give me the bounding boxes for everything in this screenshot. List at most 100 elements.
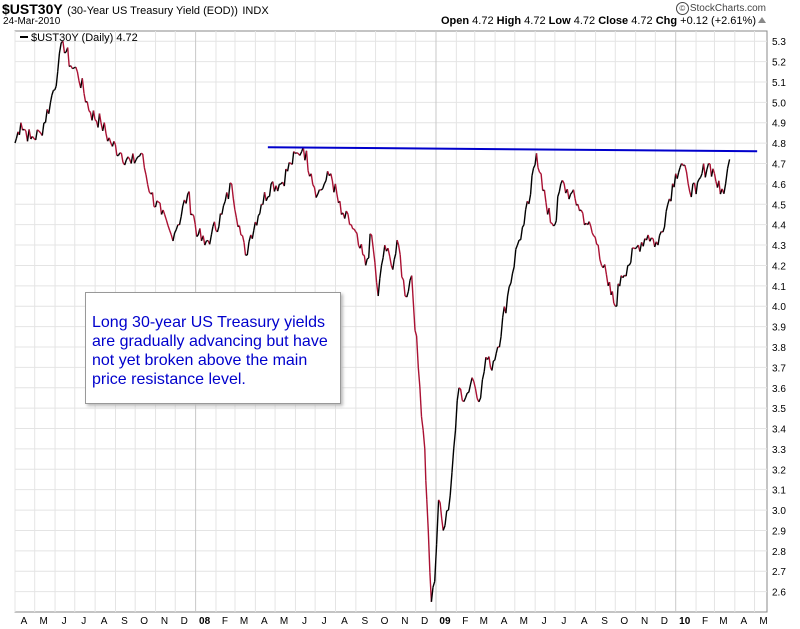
y-tick-label: 2.9 xyxy=(772,526,786,537)
price-segment xyxy=(696,179,700,183)
price-segment xyxy=(133,159,137,164)
price-segment xyxy=(283,168,287,187)
price-segment xyxy=(661,230,664,233)
price-segment xyxy=(647,234,651,242)
price-segment xyxy=(229,182,233,185)
price-segment xyxy=(315,193,319,198)
price-segment xyxy=(41,122,45,136)
price-segment xyxy=(593,235,596,238)
price-segment xyxy=(105,133,109,142)
collapse-triangle-icon[interactable] xyxy=(758,17,766,23)
price-segment xyxy=(370,234,374,250)
price-segment xyxy=(558,183,562,193)
price-segment xyxy=(594,237,598,245)
y-tick-label: 2.8 xyxy=(772,547,786,558)
price-segment xyxy=(365,258,368,266)
price-segment xyxy=(439,502,443,519)
price-segment xyxy=(355,231,358,234)
y-tick-label: 3.1 xyxy=(772,486,786,497)
price-segment xyxy=(577,204,581,211)
price-segment xyxy=(227,182,231,200)
price-segment xyxy=(325,171,329,181)
price-segment xyxy=(678,167,681,173)
price-segment xyxy=(663,211,667,228)
price-segment xyxy=(64,51,67,54)
price-segment xyxy=(545,202,549,215)
price-segment xyxy=(699,173,703,178)
price-segment xyxy=(67,47,70,67)
price-segment xyxy=(286,162,290,172)
price-segment xyxy=(529,175,533,195)
price-segment xyxy=(451,448,455,473)
price-segment xyxy=(35,129,38,141)
price-segment xyxy=(473,381,477,389)
price-segment xyxy=(401,276,405,281)
price-segment xyxy=(539,171,542,175)
price-segment xyxy=(442,525,446,531)
y-axis: 2.6 2.7 2.8 2.9 3.0 3.1 3.2 3.3 3.4 3.5 3.6 3.7 3.8 3… xyxy=(772,37,786,598)
price-segment xyxy=(596,243,599,246)
y-tick-label: 2.7 xyxy=(772,567,786,578)
price-segment xyxy=(175,224,179,231)
price-segment xyxy=(151,192,155,207)
price-segment xyxy=(137,155,140,158)
price-segment xyxy=(305,150,309,171)
price-segment xyxy=(543,189,547,203)
price-segment xyxy=(368,233,371,258)
price-segment xyxy=(320,188,324,191)
price-segment xyxy=(579,209,582,212)
high-value: 4.72 xyxy=(524,15,546,27)
x-tick-label: A xyxy=(581,616,588,627)
price-segment xyxy=(481,371,485,381)
x-tick-label: S xyxy=(362,616,369,627)
brand: © StockCharts.com xyxy=(675,2,766,15)
price-segment xyxy=(712,168,716,174)
price-segment xyxy=(138,152,142,157)
price-segment xyxy=(199,228,203,241)
chg-label: Chg xyxy=(655,15,678,27)
price-segment xyxy=(310,173,314,185)
low-label: Low xyxy=(548,15,571,27)
annotation-box: Long 30-year US Treasury yields are grad… xyxy=(85,292,341,404)
price-segment xyxy=(411,275,414,303)
x-tick-label: M xyxy=(480,616,488,627)
y-tick-label: 3.5 xyxy=(772,404,786,415)
x-tick-label: D xyxy=(421,616,428,627)
y-tick-label: 4.6 xyxy=(772,180,786,191)
y-tick-label: 3.4 xyxy=(772,425,786,436)
price-segment xyxy=(81,78,85,94)
price-segment xyxy=(616,283,619,307)
price-segment xyxy=(511,266,515,274)
chart-date: 24-Mar-2010 xyxy=(3,16,61,27)
price-segment xyxy=(500,317,504,337)
price-segment xyxy=(178,216,182,225)
price-segment xyxy=(435,499,440,545)
brand-label: StockCharts.com xyxy=(689,3,766,14)
price-segment xyxy=(597,245,601,260)
price-segment xyxy=(231,183,234,199)
price-segment xyxy=(396,239,400,246)
price-segment xyxy=(232,198,236,210)
price-segment xyxy=(210,226,214,236)
price-segment xyxy=(510,273,514,284)
x-tick-label: M xyxy=(280,616,288,627)
resistance-line xyxy=(267,146,758,153)
price-segment xyxy=(76,71,80,82)
price-segment xyxy=(548,207,552,223)
price-segment xyxy=(377,278,381,297)
y-tick-label: 3.3 xyxy=(772,445,786,456)
price-segment xyxy=(246,241,250,256)
price-segment xyxy=(437,499,441,503)
price-segment xyxy=(684,165,688,173)
price-segment xyxy=(429,572,433,602)
y-tick-label: 5.0 xyxy=(772,98,786,109)
price-segment xyxy=(127,156,131,160)
price-segment xyxy=(665,204,669,212)
x-tick-label: O xyxy=(140,616,148,627)
x-tick-label: D xyxy=(661,616,668,627)
price-segment xyxy=(667,198,671,205)
price-segment xyxy=(521,224,525,228)
price-segment xyxy=(296,152,299,154)
price-segment xyxy=(523,209,527,225)
price-segment xyxy=(468,384,472,393)
